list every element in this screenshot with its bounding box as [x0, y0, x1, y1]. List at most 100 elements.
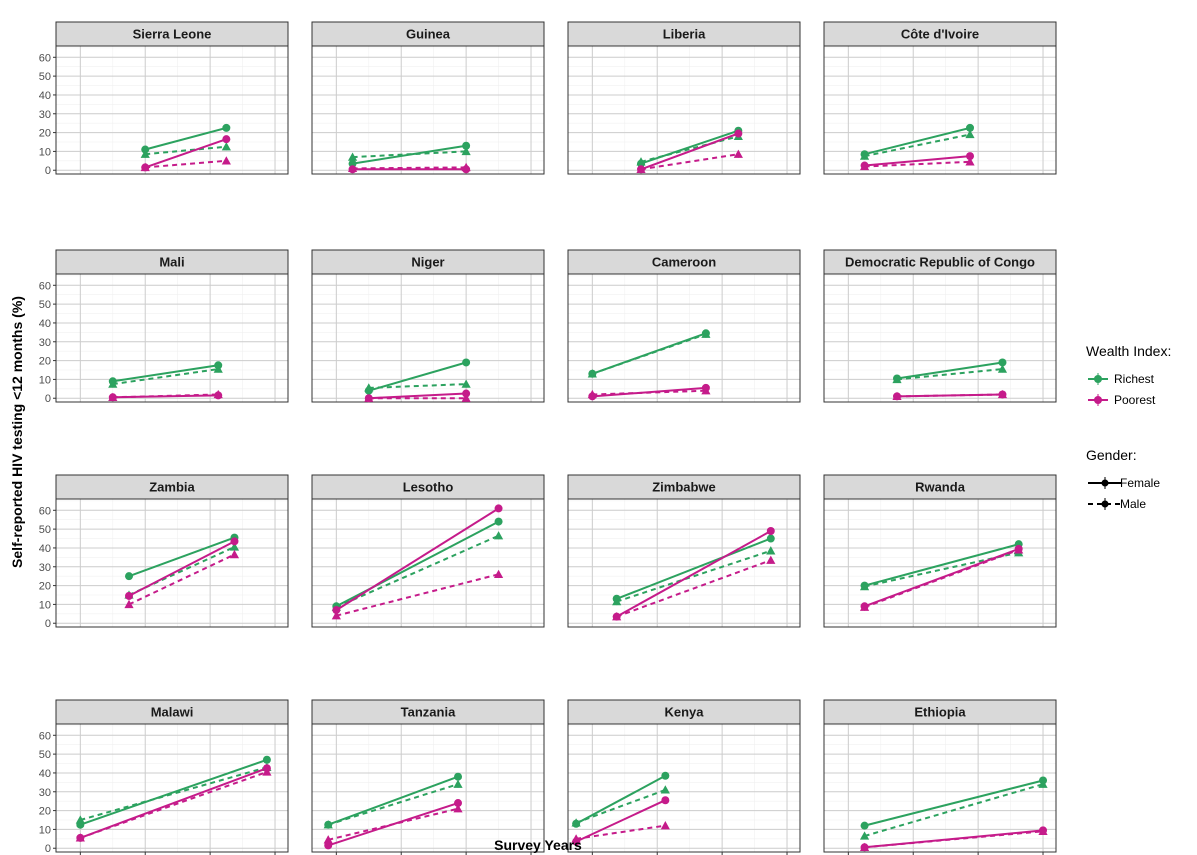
- panel-border: [311, 723, 545, 853]
- data-point: [125, 572, 134, 581]
- data-point: [493, 531, 504, 540]
- panel-background: [56, 499, 288, 627]
- y-tick-label: 20: [39, 581, 51, 593]
- data-point: [348, 159, 357, 168]
- y-tick-label: 60: [39, 730, 51, 742]
- y-tick-label: 50: [39, 299, 51, 311]
- series-poorest-male: [331, 569, 504, 620]
- data-point: [453, 779, 463, 788]
- y-axis-title: Self-reported HIV testing <12 months (%): [9, 296, 25, 568]
- y-tick-label: 30: [39, 562, 51, 574]
- y-tick-label: 20: [39, 806, 51, 818]
- data-point: [262, 764, 271, 773]
- data-point: [262, 755, 271, 764]
- legend-key-point: [1094, 375, 1102, 383]
- strip-label: Côte d'Ivoire: [901, 27, 979, 42]
- series-line: [575, 799, 666, 843]
- panel-rwanda: Rwanda: [823, 474, 1057, 628]
- strip-label: Zambia: [149, 480, 195, 495]
- series-poorest-female: [572, 796, 670, 846]
- panel-background: [568, 46, 800, 174]
- strip-sierra-leone: [55, 21, 289, 47]
- data-point: [124, 599, 134, 609]
- gridlines: [56, 499, 288, 627]
- panel-border: [311, 273, 545, 403]
- data-point: [347, 152, 358, 161]
- data-point: [860, 581, 869, 590]
- y-tick-label: 50: [39, 524, 51, 536]
- data-point: [572, 837, 581, 846]
- y-tick-label: 20: [39, 356, 51, 368]
- data-point: [766, 555, 776, 564]
- panel-background: [824, 274, 1056, 402]
- data-point: [660, 785, 670, 794]
- series-line: [128, 540, 235, 597]
- series-richest-female: [588, 329, 710, 378]
- series-line: [112, 364, 219, 383]
- strip-mali: [55, 249, 289, 275]
- data-point: [612, 594, 621, 603]
- y-tick-label: 60: [39, 505, 51, 517]
- data-point: [1039, 776, 1048, 785]
- series-line: [335, 534, 500, 609]
- series-line: [640, 135, 739, 163]
- panel-ethiopia: Ethiopia2004200820122016: [823, 699, 1057, 855]
- data-point: [494, 504, 503, 513]
- gridlines: [568, 499, 800, 627]
- series-poorest-female: [612, 527, 775, 621]
- x-axis-title: Survey Years: [494, 837, 582, 853]
- data-point: [108, 393, 117, 402]
- legend-label: Male: [1120, 497, 1146, 511]
- data-point: [701, 329, 710, 338]
- data-point: [453, 804, 463, 813]
- data-point: [965, 157, 975, 166]
- data-point: [140, 149, 150, 158]
- data-point: [637, 159, 646, 168]
- legend-key-point: [1101, 500, 1109, 508]
- legend: Wealth Index: Richest Poorest Gender: Female…: [1086, 343, 1171, 511]
- panel-malawi: Malawi01020304050602004200820122016: [39, 699, 289, 855]
- strip-democratic-republic-of-congo: [823, 249, 1057, 275]
- data-point: [462, 389, 471, 398]
- strip-guinea: [311, 21, 545, 47]
- panel-border: [823, 498, 1057, 628]
- data-point: [1039, 826, 1048, 835]
- data-point: [893, 392, 902, 401]
- data-point: [323, 835, 333, 844]
- series-richest-female: [364, 358, 471, 395]
- series-line: [864, 783, 1044, 837]
- panel-background: [56, 46, 288, 174]
- y-tick-label: 40: [39, 768, 51, 780]
- data-point: [222, 135, 231, 144]
- legend-gender-title: Gender:: [1086, 447, 1137, 463]
- data-point: [860, 150, 869, 159]
- series-poorest-female: [141, 135, 231, 172]
- series-richest-female: [324, 772, 463, 829]
- y-tick-label: 30: [39, 787, 51, 799]
- legend-key-point: [1101, 479, 1109, 487]
- data-point: [966, 123, 975, 132]
- strip-label: Rwanda: [915, 480, 966, 495]
- panel-border: [823, 273, 1057, 403]
- panel-niger: Niger: [311, 249, 545, 403]
- data-point: [766, 534, 775, 543]
- data-point: [588, 392, 597, 401]
- data-point: [893, 374, 902, 383]
- panel-zimbabwe: Zimbabwe: [567, 474, 801, 628]
- series-richest-female: [108, 361, 223, 386]
- data-point: [860, 161, 869, 170]
- panel-border: [311, 498, 545, 628]
- data-point: [364, 386, 373, 395]
- data-point: [461, 379, 471, 388]
- panel-border: [55, 45, 289, 175]
- panel-background: [568, 724, 800, 852]
- strip-rwanda: [823, 474, 1057, 500]
- data-point: [588, 369, 597, 378]
- y-tick-label: 0: [45, 843, 51, 855]
- data-point: [462, 141, 471, 150]
- series-line: [575, 774, 666, 825]
- series-line: [864, 126, 971, 156]
- strip-label: Ethiopia: [914, 705, 966, 720]
- series-line: [128, 536, 235, 578]
